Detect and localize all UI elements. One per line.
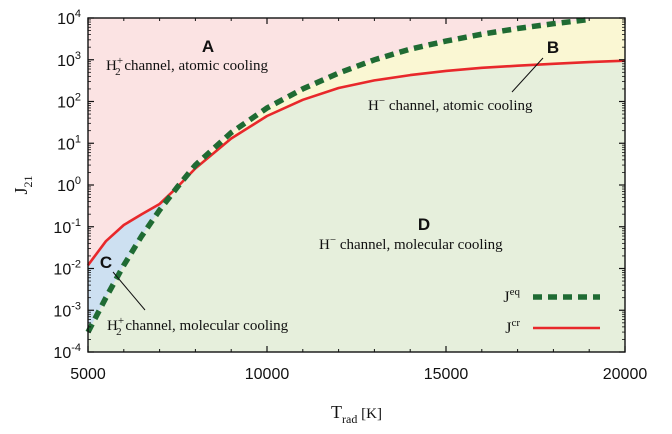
y-tick-label: 102: [57, 92, 81, 112]
y-tick-label: 10-3: [53, 300, 81, 320]
region-d-label: H− channel, molecular cooling: [319, 234, 503, 253]
region-b-label: H− channel, atomic cooling: [368, 95, 533, 114]
y-tick-label: 103: [57, 50, 81, 70]
x-axis-label: Trad [K]: [331, 402, 382, 426]
y-tick-label: 10-1: [53, 217, 81, 237]
region-c-pointer: [112, 271, 146, 311]
legend: Jeq Jcr: [503, 286, 600, 337]
y-axis-label: J21: [11, 175, 35, 194]
y-tick-label: 100: [57, 175, 81, 195]
legend-jeq-label: Jeq: [503, 286, 520, 306]
region-d-fill: [88, 60, 625, 352]
region-a-letter: A: [202, 37, 214, 56]
y-tick-label: 10-4: [53, 342, 81, 362]
x-tick-label: 15000: [424, 366, 469, 383]
curves: [85, 16, 626, 334]
y-tick-label: 104: [57, 8, 81, 28]
series-jcr-line: [86, 59, 626, 266]
region-d-letter: D: [418, 215, 430, 234]
x-tick-label: 5000: [70, 366, 106, 383]
annotations: AH+ 2 channel, atomic cooling B H− channel,…: [100, 37, 559, 338]
series-jeq-line: [85, 16, 590, 334]
legend-jcr-label: Jcr: [505, 317, 520, 337]
axis-ticks: 5000 10000 15000 20000 104 103 102 101 100 10-1 10…: [53, 8, 647, 383]
region-b-fill: [181, 18, 625, 184]
region-b-letter: B: [547, 38, 559, 57]
region-fills: [88, 18, 625, 352]
region-c-letter: C: [100, 253, 112, 272]
region-b-pointer: [511, 57, 544, 93]
region-a-label: H+ 2 channel, atomic cooling: [106, 55, 269, 78]
y-tick-label: 10-2: [53, 259, 81, 279]
region-c-label: H+ 2 channel, molecular cooling: [107, 315, 289, 338]
x-tick-label: 20000: [603, 366, 648, 383]
x-tick-label: 10000: [245, 366, 290, 383]
y-tick-label: 101: [57, 133, 81, 153]
axis-labels: Trad [K] J21: [11, 175, 382, 426]
